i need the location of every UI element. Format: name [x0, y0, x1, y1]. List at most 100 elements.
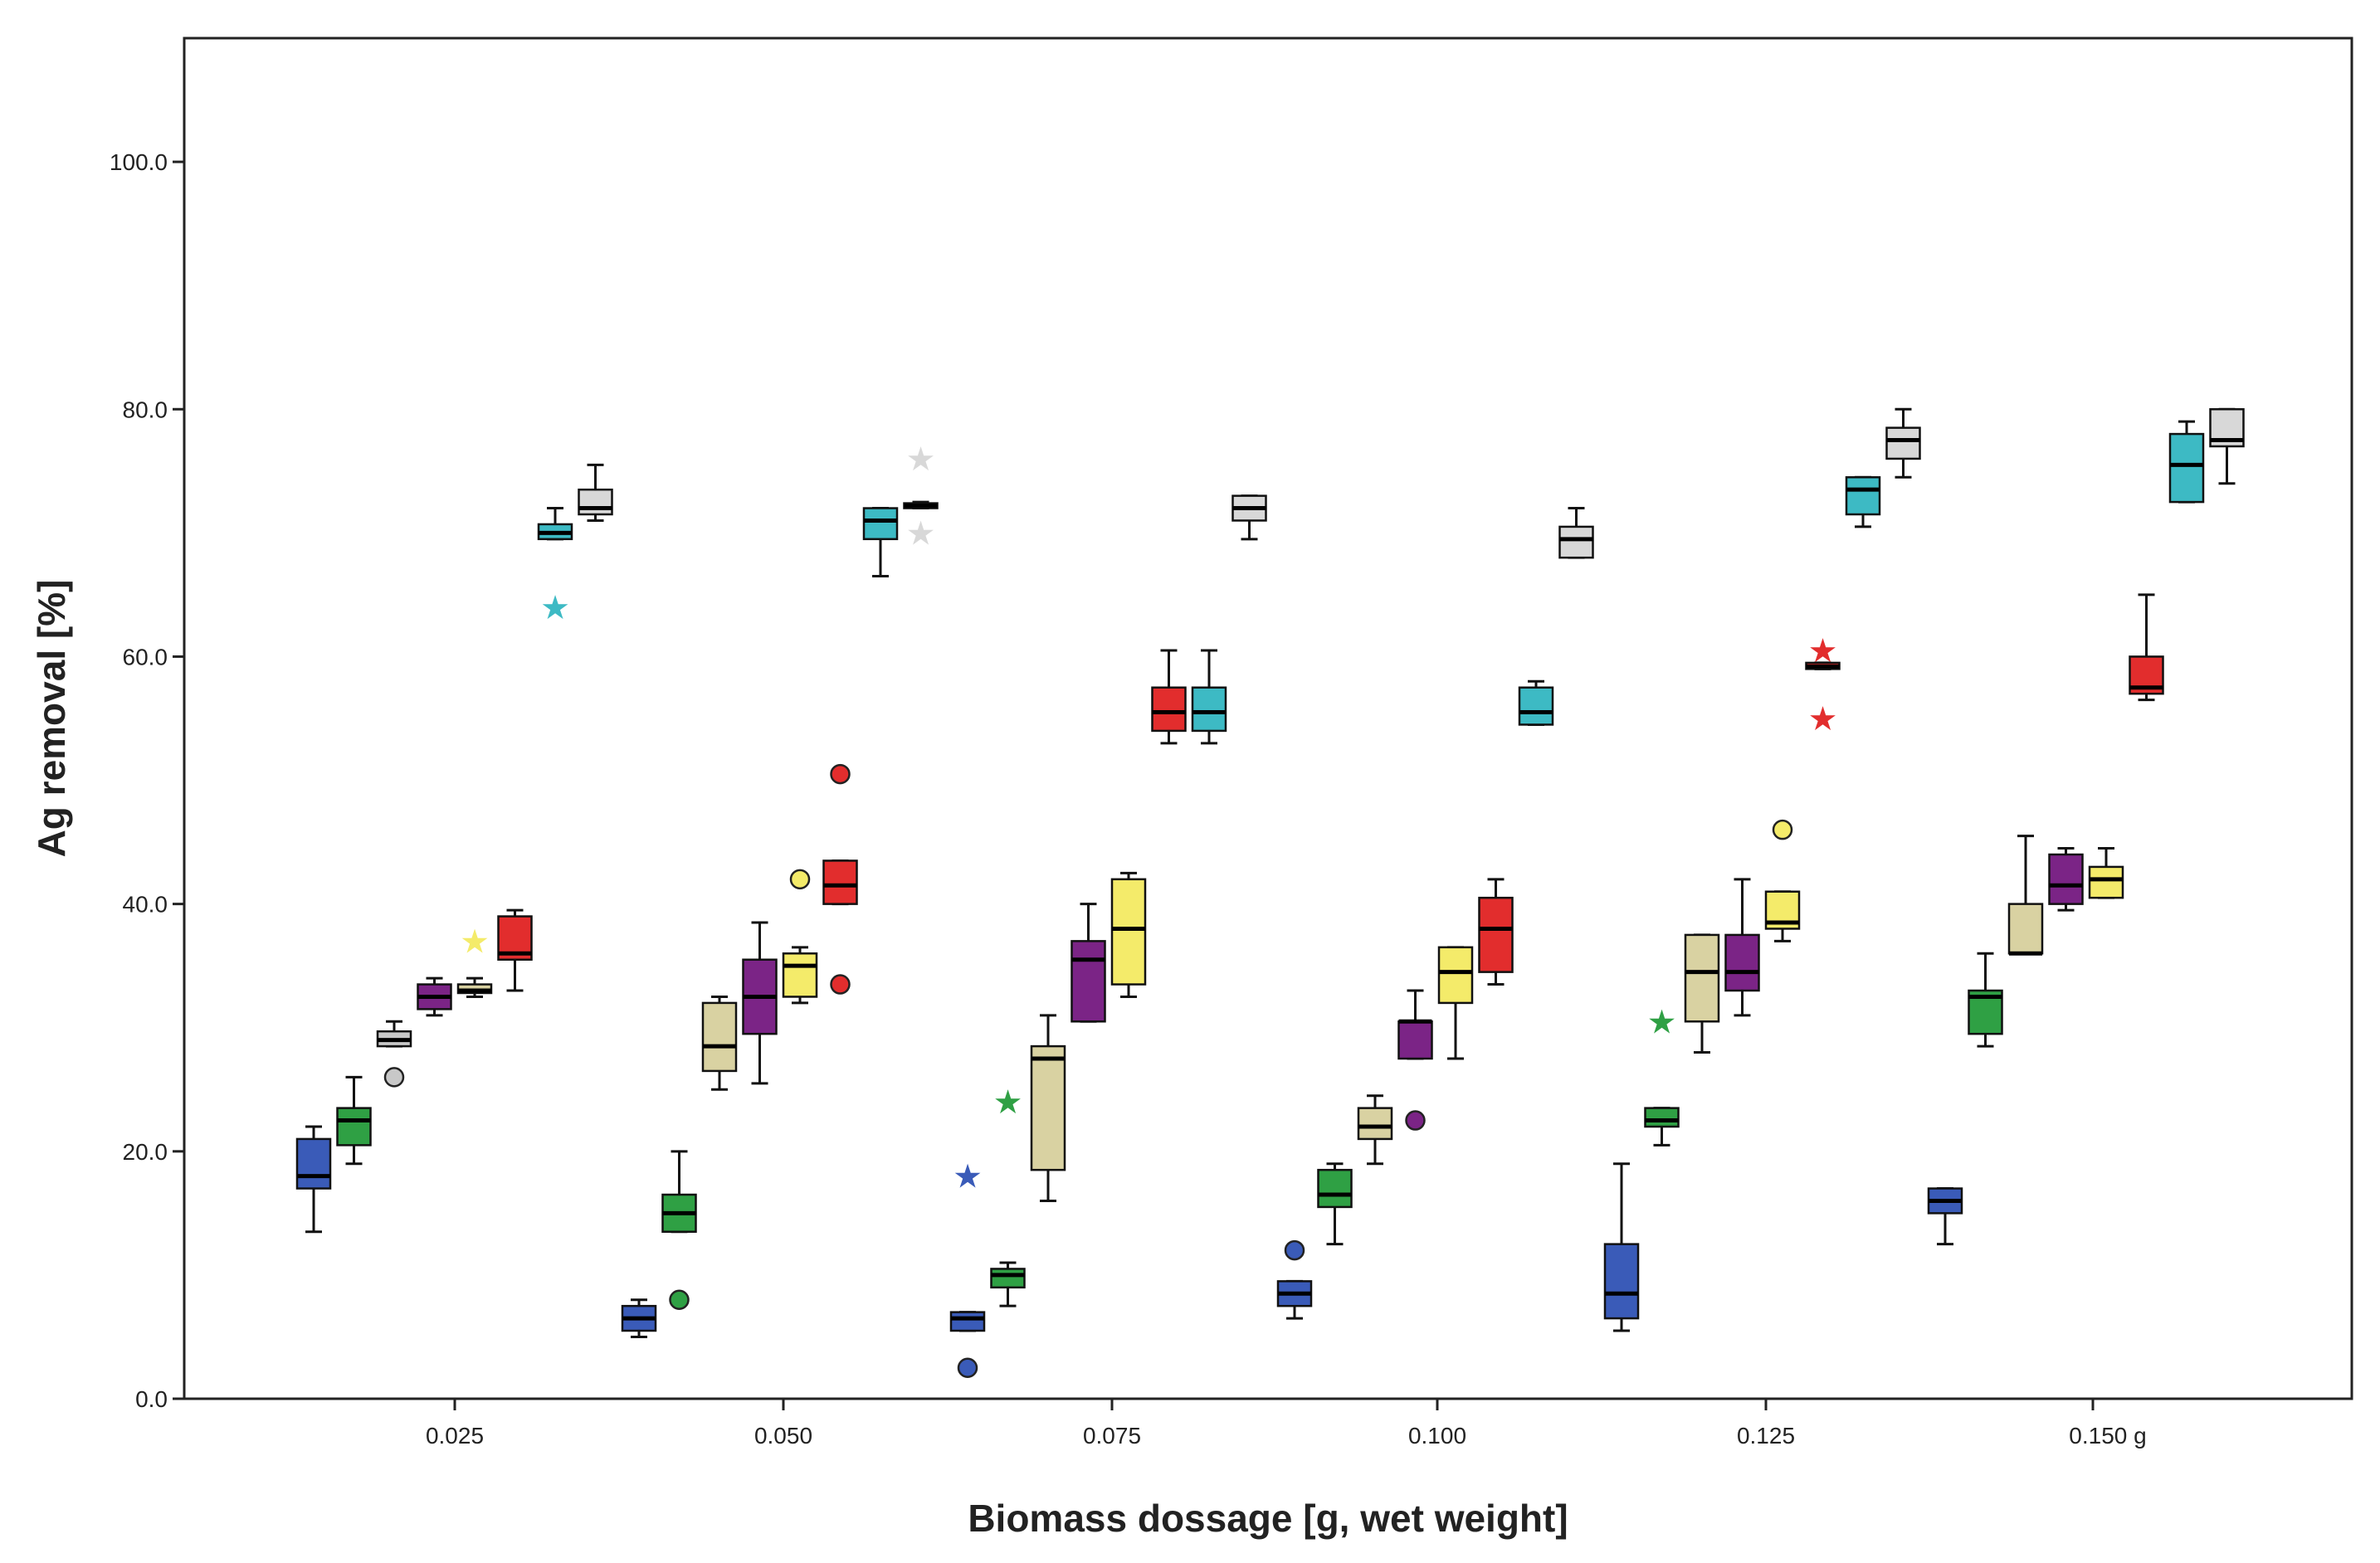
box-2-cyan	[862, 507, 899, 578]
x-axis: 0.025 0.050 0.075 0.100 0.125 0.150 g	[426, 1399, 2147, 1449]
box-6-yellow	[2088, 847, 2124, 899]
x-tick-label: 0.050	[754, 1423, 812, 1449]
box-3-green: ★	[990, 1083, 1026, 1307]
x-tick-label: 0.125	[1737, 1423, 1795, 1449]
box-3-cyan	[1191, 649, 1227, 745]
box-body	[578, 488, 613, 516]
box-body	[1110, 878, 1147, 986]
x-tick-label: 0.100	[1408, 1423, 1466, 1449]
box-body	[2168, 432, 2205, 504]
box-1-blue	[295, 1125, 332, 1234]
box-4-green	[1317, 1162, 1353, 1246]
box-4-khaki	[1357, 1094, 1393, 1166]
box-body	[1845, 476, 1881, 516]
box-1-red	[497, 908, 533, 992]
box-6-cyan	[2168, 420, 2205, 504]
box-5-purple	[1724, 878, 1760, 1017]
box-body	[1191, 686, 1227, 733]
box-4-red	[1478, 878, 1514, 986]
box-body	[782, 952, 818, 998]
outlier-star: ★	[1808, 700, 1838, 738]
box-6-green	[1968, 952, 2003, 1048]
box-1-lightgrey	[578, 463, 613, 522]
box-2-green	[661, 1150, 697, 1310]
box-body	[1518, 686, 1554, 726]
box-4-cyan	[1518, 679, 1554, 726]
outlier-star: ★	[993, 1083, 1023, 1122]
outlier-circle	[830, 763, 851, 785]
box-body	[862, 507, 899, 541]
y-tick-label: 40.0	[123, 892, 168, 918]
box-3-khaki	[1030, 1014, 1066, 1202]
x-tick-label: 0.075	[1083, 1423, 1141, 1449]
box-body	[701, 1001, 738, 1073]
outlier-star: ★	[540, 589, 570, 627]
box-5-yellow	[1764, 819, 1801, 942]
box-2-khaki	[701, 995, 738, 1091]
box-1-grey	[376, 1020, 412, 1088]
box-body	[336, 1107, 372, 1147]
box-4-blue	[1276, 1239, 1313, 1320]
box-body	[1437, 946, 1474, 1005]
outlier-star: ★	[1808, 632, 1838, 670]
box-1-cyan: ★	[537, 507, 573, 627]
outlier-circle	[1772, 819, 1793, 840]
box-5-lightgrey	[1885, 407, 1921, 479]
box-6-blue	[1927, 1187, 1963, 1246]
box-3-lightgrey	[1231, 494, 1267, 541]
outlier-star: ★	[906, 514, 936, 553]
outlier-star: ★	[460, 923, 490, 961]
y-tick-label: 0.0	[135, 1386, 168, 1412]
box-3-blue: ★	[949, 1158, 986, 1378]
y-axis-title: Ag removal [%]	[30, 580, 73, 858]
outlier-circle	[383, 1067, 405, 1088]
box-4-yellow	[1437, 946, 1474, 1060]
box-body	[1317, 1168, 1353, 1209]
box-body	[1030, 1044, 1066, 1171]
box-body	[1724, 933, 1760, 992]
x-tick-label: 0.150 g	[2069, 1423, 2146, 1449]
box-5-khaki	[1684, 933, 1720, 1054]
outlier-star: ★	[953, 1158, 983, 1196]
box-6-khaki	[2007, 835, 2044, 956]
box-6-lightgrey	[2209, 407, 2245, 485]
y-tick-label: 80.0	[123, 397, 168, 422]
box-3-red	[1151, 649, 1187, 745]
box-body	[822, 859, 858, 905]
x-tick-label: 0.025	[426, 1423, 484, 1449]
outlier-circle	[789, 869, 811, 890]
box-body	[1071, 940, 1106, 1023]
box-1-green	[336, 1075, 372, 1166]
box-4-purple	[1397, 989, 1433, 1131]
box-body	[1357, 1107, 1393, 1141]
box-body	[1151, 686, 1187, 733]
outlier-circle	[669, 1289, 690, 1310]
y-tick-label: 100.0	[110, 149, 168, 175]
plot-area	[183, 37, 2353, 1400]
outlier-star: ★	[906, 441, 936, 479]
box-2-lightgrey: ★★	[903, 441, 939, 553]
y-axis: 0.0 20.0 40.0 60.0 80.0 100.0	[110, 149, 184, 1412]
box-body	[1684, 933, 1720, 1023]
box-body	[2007, 903, 2044, 955]
box-2-yellow	[782, 869, 818, 1005]
box-2-blue	[621, 1298, 657, 1338]
box-3-yellow	[1110, 871, 1147, 998]
box-5-cyan	[1845, 475, 1881, 528]
outlier-circle	[957, 1357, 978, 1378]
y-tick-label: 60.0	[123, 644, 168, 670]
outlier-circle	[1405, 1110, 1426, 1131]
box-1-khaki: ★	[456, 923, 493, 998]
box-body	[295, 1137, 332, 1190]
box-5-red: ★★	[1805, 632, 1841, 738]
box-series: ★★★★★★★★★	[295, 407, 2245, 1378]
box-6-red	[2129, 593, 2164, 702]
outlier-circle	[1284, 1239, 1305, 1261]
box-4-lightgrey	[1558, 507, 1594, 559]
box-body	[1603, 1243, 1640, 1320]
box-3-purple	[1071, 903, 1106, 1023]
box-5-green: ★	[1644, 1003, 1680, 1147]
outlier-circle	[830, 974, 851, 995]
box-body	[2088, 865, 2124, 899]
